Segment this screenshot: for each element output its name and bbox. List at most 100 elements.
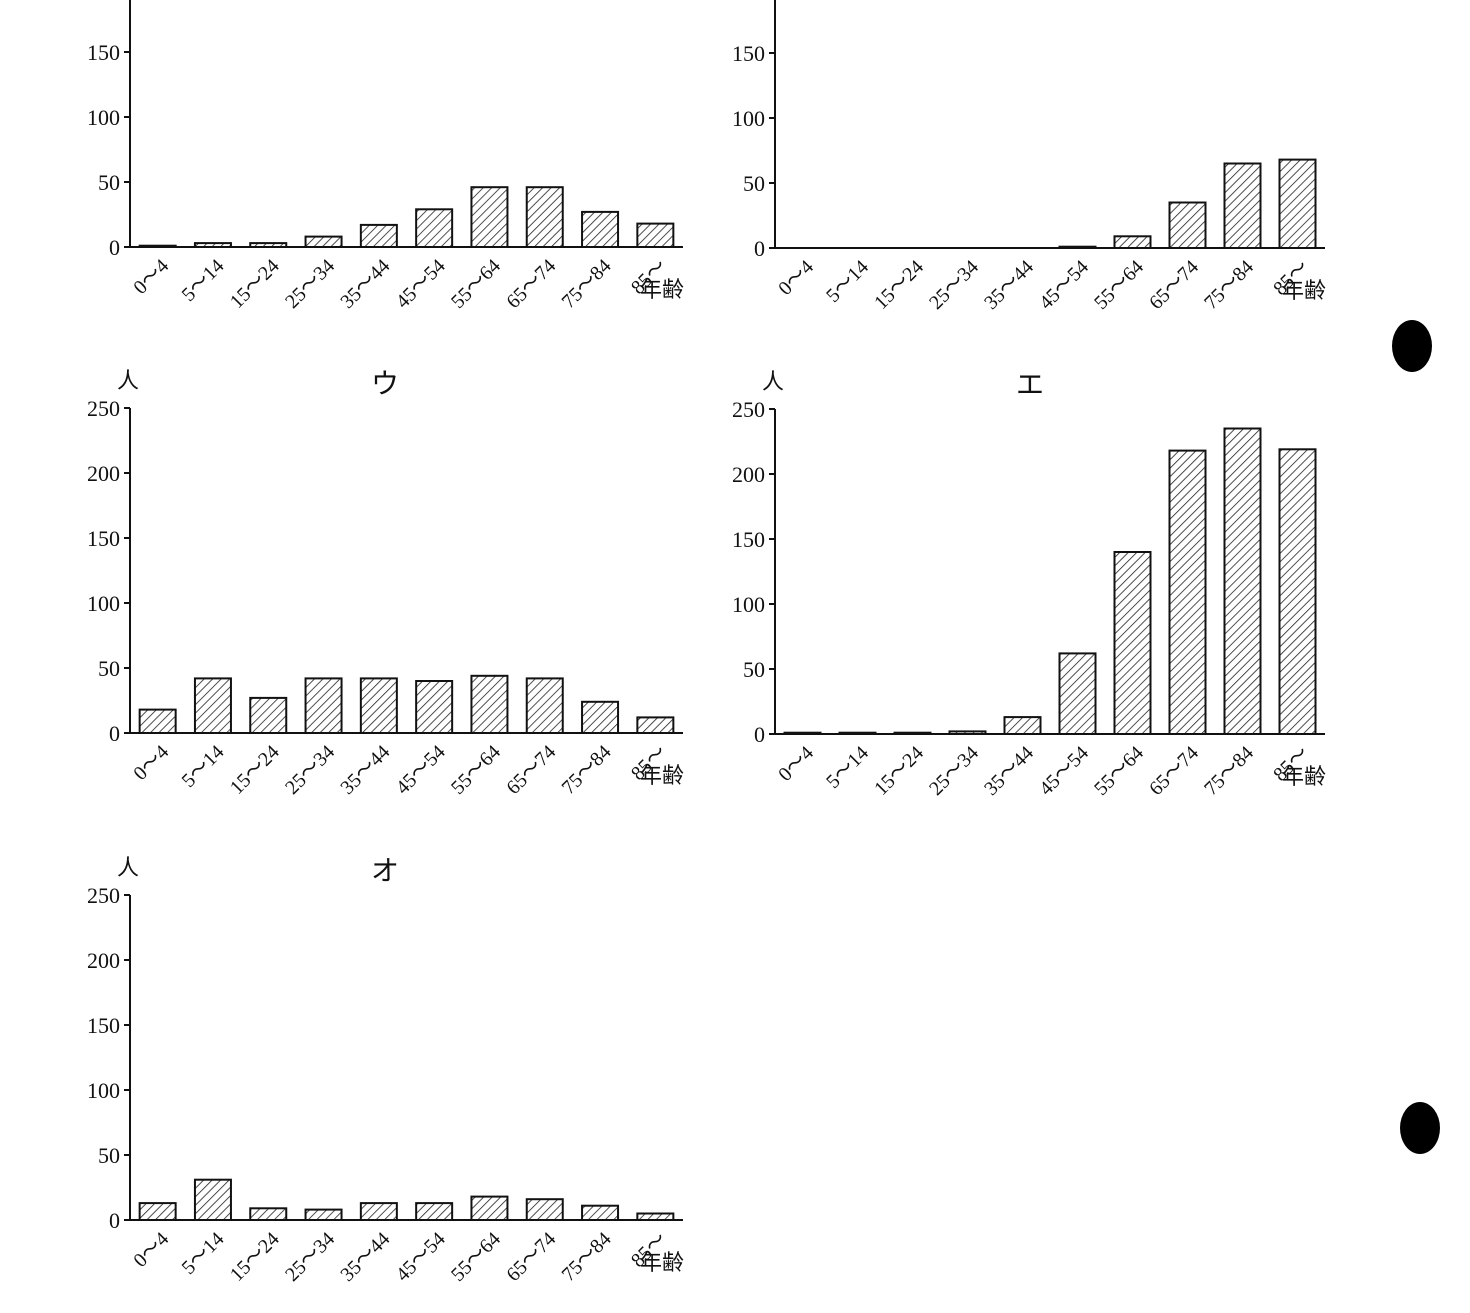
- bar: [470, 186, 509, 248]
- y-tick-label: 150: [732, 41, 765, 66]
- y-tick-label: 200: [87, 948, 120, 973]
- x-tick-label: 35〜44: [980, 256, 1038, 314]
- bar: [1168, 201, 1207, 249]
- bar: [636, 222, 675, 249]
- y-tick-label: 0: [109, 235, 120, 260]
- y-unit: 人: [117, 855, 139, 880]
- bar: [304, 1208, 343, 1221]
- bar: [1113, 551, 1152, 735]
- y-tick-label: 200: [732, 462, 765, 487]
- y-tick-label: 0: [754, 722, 765, 747]
- bar: [948, 730, 987, 736]
- x-tick-label: 45〜54: [392, 1228, 450, 1286]
- y-tick-label: 250: [87, 396, 120, 421]
- punch-hole: [1400, 1102, 1440, 1154]
- bar: [359, 1202, 398, 1221]
- y-tick-label: 100: [87, 105, 120, 130]
- bar: [249, 1207, 288, 1222]
- x-tick-label: 25〜34: [925, 256, 983, 314]
- x-tick-label: 75〜84: [1200, 742, 1258, 800]
- x-tick-label: 55〜64: [447, 1228, 505, 1286]
- x-tick-label: 45〜54: [1035, 742, 1093, 800]
- bar: [1223, 162, 1262, 249]
- x-tick-label: 15〜24: [870, 742, 928, 800]
- bar: [581, 700, 620, 734]
- bar: [138, 1202, 177, 1221]
- bar: [415, 1202, 454, 1221]
- x-tick-label: 35〜44: [336, 741, 394, 799]
- bar: [138, 708, 177, 734]
- y-tick-label: 100: [87, 1078, 120, 1103]
- y-tick-label: 200: [87, 461, 120, 486]
- y-tick-label: 50: [98, 1143, 120, 1168]
- x-tick-label: 0〜4: [774, 256, 818, 300]
- bar: [525, 677, 564, 735]
- x-tick-label: 55〜64: [1090, 256, 1148, 314]
- x-tick-label: 0〜4: [129, 741, 173, 785]
- x-tick-label: 65〜74: [1145, 256, 1203, 314]
- x-tick-label: 45〜54: [392, 741, 450, 799]
- bar: [304, 235, 343, 249]
- y-unit: 人: [762, 369, 784, 394]
- x-axis-label: 年齢: [640, 277, 684, 302]
- y-tick-label: 250: [87, 883, 120, 908]
- x-tick-label: 35〜44: [336, 255, 394, 313]
- bar: [193, 1178, 232, 1221]
- y-tick-label: 150: [732, 527, 765, 552]
- x-tick-label: 55〜64: [447, 741, 505, 799]
- y-unit: 人: [117, 368, 139, 393]
- bar: [1278, 158, 1317, 250]
- y-tick-label: 0: [109, 721, 120, 746]
- y-tick-label: 50: [743, 171, 765, 196]
- bar: [470, 674, 509, 734]
- bar: [415, 208, 454, 249]
- punch-hole: [1392, 320, 1432, 372]
- x-tick-label: 5〜14: [822, 742, 873, 793]
- bar: [893, 731, 932, 736]
- bar: [193, 677, 232, 735]
- x-tick-label: 45〜54: [392, 255, 450, 313]
- x-tick-label: 5〜14: [822, 256, 873, 307]
- bar: [1058, 245, 1097, 249]
- chart-title: ウ: [371, 369, 399, 400]
- x-tick-label: 75〜84: [558, 255, 616, 313]
- bar: [304, 677, 343, 735]
- bar: [636, 716, 675, 735]
- y-tick-label: 50: [98, 170, 120, 195]
- bar: [1278, 448, 1317, 735]
- x-tick-label: 15〜24: [226, 741, 284, 799]
- bar: [636, 1212, 675, 1221]
- x-tick-label: 55〜64: [447, 255, 505, 313]
- x-tick-label: 15〜24: [226, 255, 284, 313]
- y-tick-label: 150: [87, 40, 120, 65]
- y-tick-label: 100: [732, 592, 765, 617]
- y-tick-label: 100: [732, 106, 765, 131]
- bar: [138, 244, 177, 248]
- x-tick-label: 35〜44: [336, 1228, 394, 1286]
- bar: [415, 680, 454, 734]
- y-tick-label: 50: [98, 656, 120, 681]
- x-tick-label: 25〜34: [281, 741, 339, 799]
- x-tick-label: 65〜74: [502, 1228, 560, 1286]
- bar: [1003, 716, 1042, 735]
- chart-title: オ: [371, 856, 399, 887]
- y-tick-label: 0: [109, 1208, 120, 1233]
- bar: [249, 242, 288, 249]
- bar: [470, 1195, 509, 1221]
- x-axis-label: 年齢: [1282, 278, 1326, 303]
- bar: [525, 1198, 564, 1221]
- x-tick-label: 75〜84: [558, 1228, 616, 1286]
- x-tick-label: 65〜74: [502, 255, 560, 313]
- bar: [838, 731, 877, 736]
- x-tick-label: 25〜34: [281, 1228, 339, 1286]
- bar: [1223, 427, 1262, 735]
- bar: [1058, 652, 1097, 736]
- x-tick-label: 0〜4: [774, 742, 818, 786]
- x-tick-label: 0〜4: [129, 1228, 173, 1272]
- x-axis-label: 年齢: [640, 763, 684, 788]
- x-tick-label: 5〜14: [178, 741, 229, 792]
- x-tick-label: 45〜54: [1035, 256, 1093, 314]
- x-tick-label: 35〜44: [980, 742, 1038, 800]
- bar: [359, 677, 398, 735]
